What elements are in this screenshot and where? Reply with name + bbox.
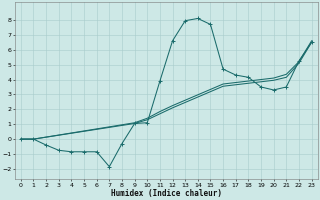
X-axis label: Humidex (Indice chaleur): Humidex (Indice chaleur) xyxy=(111,189,222,198)
